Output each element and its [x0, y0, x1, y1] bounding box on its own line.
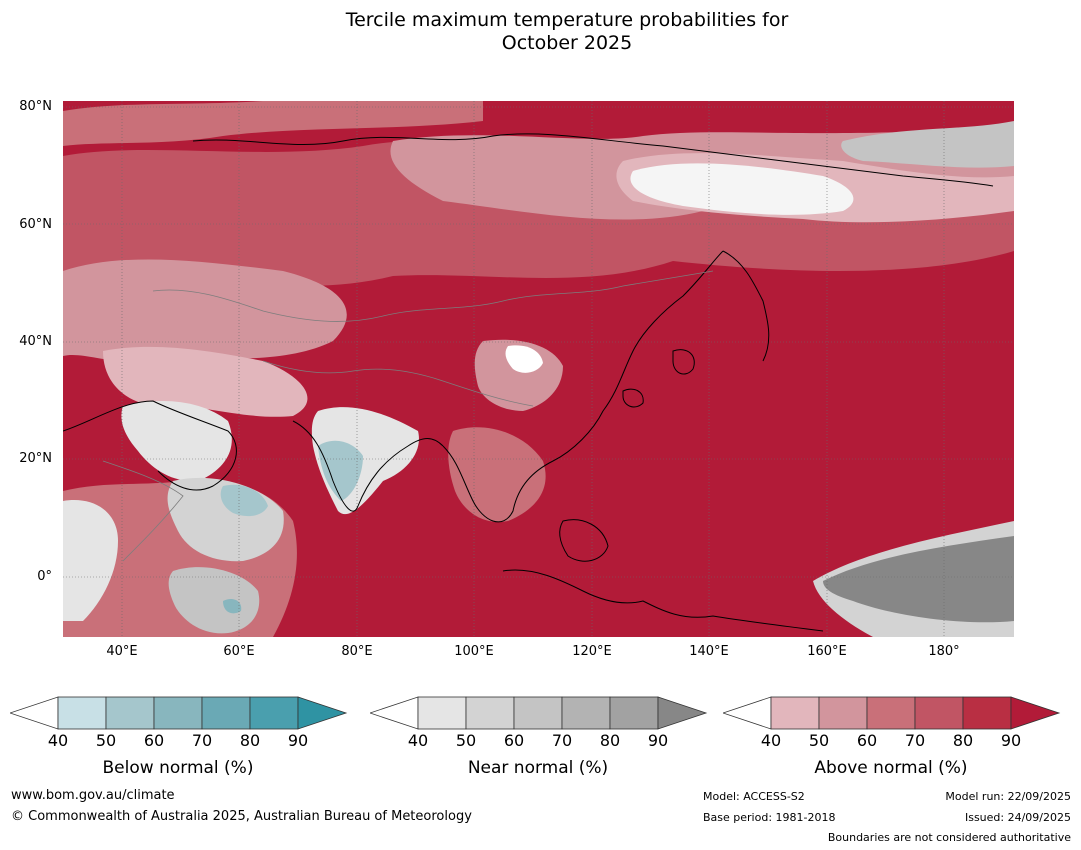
lat-label-60n: 60°N: [19, 217, 52, 232]
colorbar-segment: [417, 696, 467, 730]
copyright-text: © Commonwealth of Australia 2025, Austra…: [11, 809, 472, 824]
north-china-near-normal: [505, 345, 543, 373]
colorbar-segment: [249, 696, 299, 730]
colorbar-segment: [297, 696, 348, 730]
west-africa-near-normal: [63, 500, 118, 621]
tanzania-below-normal: [223, 599, 242, 614]
southeast-asia-band-70: [448, 427, 546, 522]
colorbar-segment: [914, 696, 964, 730]
legend-tick: 80: [239, 731, 261, 750]
lon-label-80e: 80°E: [341, 644, 373, 659]
legend-tick: 50: [95, 731, 117, 750]
colorbar-segment: [609, 696, 659, 730]
legend-tick: 60: [856, 731, 878, 750]
colorbar-segment: [370, 696, 419, 730]
legend-title-below-normal: Below normal (%): [102, 758, 254, 778]
legend-tick: 60: [503, 731, 525, 750]
colorbar-segment: [201, 696, 251, 730]
lon-label-100e: 100°E: [454, 644, 494, 659]
lat-label-80n: 80°N: [19, 99, 52, 114]
arabia-near-normal: [121, 401, 232, 481]
colorbar-segment: [657, 696, 708, 730]
chukotka-near-normal: [841, 121, 1014, 168]
arctic-band-70: [63, 101, 483, 146]
legend-tick: 60: [143, 731, 165, 750]
lon-label-140e: 140°E: [689, 644, 729, 659]
colorbar-segment: [153, 696, 203, 730]
colorbar-below-normal: [10, 696, 348, 730]
colorbar-segment: [465, 696, 515, 730]
colorbar-segment: [105, 696, 155, 730]
colorbar-above-normal: [723, 696, 1061, 730]
somalia-below-normal: [220, 484, 268, 517]
issued-text: Issued: 24/09/2025: [964, 811, 1071, 824]
colorbar-segment: [866, 696, 916, 730]
legend-tick: 80: [599, 731, 621, 750]
coastlines: [63, 133, 994, 632]
website-link[interactable]: www.bom.gov.au/climate: [11, 788, 175, 803]
legend-tick: 90: [1000, 731, 1022, 750]
country-borders: [102, 270, 714, 562]
india-below-normal: [318, 440, 363, 501]
graticule: [63, 101, 1014, 637]
legend-tick: 70: [191, 731, 213, 750]
lon-label-60e: 60°E: [223, 644, 255, 659]
lat-label-20n: 20°N: [19, 451, 52, 466]
colorbar-segment: [962, 696, 1012, 730]
colorbar-segment: [513, 696, 563, 730]
legend-tick: 40: [47, 731, 69, 750]
legend-tick: 70: [551, 731, 573, 750]
legend-tick: 50: [808, 731, 830, 750]
legend-tick: 70: [904, 731, 926, 750]
legend-tick: 90: [287, 731, 309, 750]
legend-tick: 50: [455, 731, 477, 750]
colorbar-segment: [561, 696, 611, 730]
legend-near-normal: 40 50 60 70 80 90 Near normal (%): [370, 695, 710, 785]
legend-above-normal: 40 50 60 70 80 90 Above normal (%): [723, 695, 1063, 785]
chart-title: Tercile maximum temperature probabilitie…: [0, 9, 1081, 55]
chart-title-line-2: October 2025: [501, 32, 633, 54]
legend-tick: 40: [760, 731, 782, 750]
base-period-text: Base period: 1981-2018: [703, 811, 836, 824]
east-africa-near-normal: [168, 567, 260, 634]
colorbar-segment: [1010, 696, 1061, 730]
colorbar-segment: [770, 696, 820, 730]
colorbar-segment: [723, 696, 772, 730]
central-asia-band-60: [63, 259, 347, 363]
colorbar-segment: [57, 696, 107, 730]
iran-band-50: [103, 346, 308, 417]
legend-tick: 80: [952, 731, 974, 750]
lon-label-40e: 40°E: [106, 644, 138, 659]
disclaimer-text: Boundaries are not considered authoritat…: [827, 831, 1071, 844]
east-siberia-near-normal: [630, 163, 854, 215]
lon-label-120e: 120°E: [572, 644, 612, 659]
legend-below-normal: 40 50 60 70 80 90 Below normal (%): [10, 695, 350, 785]
legend-tick: 40: [407, 731, 429, 750]
lat-label-40n: 40°N: [19, 334, 52, 349]
model-run-text: Model run: 22/09/2025: [945, 790, 1071, 803]
lon-label-180: 180°: [928, 644, 960, 659]
south-pacific-near-normal-core: [823, 536, 1014, 623]
legend-tick: 90: [647, 731, 669, 750]
colorbar-segment: [818, 696, 868, 730]
probability-map: [63, 101, 1014, 637]
lon-label-160e: 160°E: [807, 644, 847, 659]
chart-title-line-1: Tercile maximum temperature probabilitie…: [345, 9, 789, 31]
probability-map-graphic: [63, 101, 1014, 637]
lat-label-equator: 0°: [37, 569, 52, 584]
legend-title-above-normal: Above normal (%): [814, 758, 968, 778]
model-text: Model: ACCESS-S2: [703, 790, 805, 803]
colorbar-near-normal: [370, 696, 708, 730]
colorbar-segment: [10, 696, 59, 730]
legend-title-near-normal: Near normal (%): [467, 758, 609, 778]
